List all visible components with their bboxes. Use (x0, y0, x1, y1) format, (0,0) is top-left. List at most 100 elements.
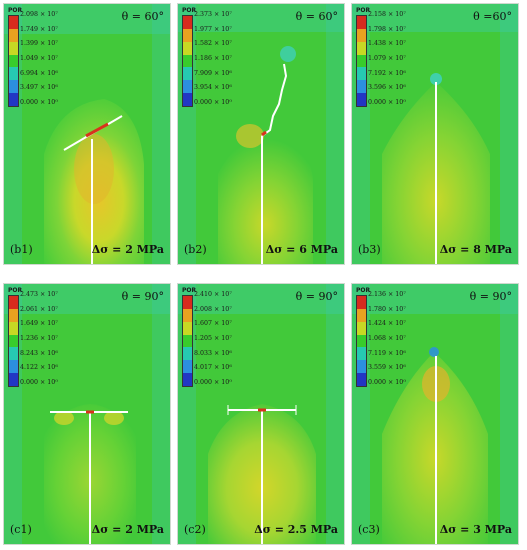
legend-swatch (183, 360, 192, 374)
legend-swatch (357, 296, 366, 309)
legend-ticks: 2.473 × 10⁷ 2.061 × 10⁷ 1.649 × 10⁷ 1.23… (20, 291, 58, 394)
legend-tick: 2.473 × 10⁷ (20, 291, 58, 298)
pore-pressure-field (352, 4, 518, 264)
legend-tick: 2.061 × 10⁷ (20, 305, 58, 313)
panel-label: (b1) (10, 243, 33, 256)
legend-tick: 1.649 × 10⁷ (20, 320, 58, 328)
legend-color-bar (8, 15, 19, 107)
legend-tick: 4.017 × 10⁶ (194, 364, 232, 372)
legend-title: POR (182, 287, 197, 294)
legend-tick: 8.243 × 10⁶ (20, 349, 58, 357)
legend-swatch (357, 67, 366, 81)
legend-title: POR (182, 7, 197, 14)
legend-color-bar (8, 295, 19, 387)
legend-tick: 1.582 × 10⁷ (194, 40, 232, 48)
legend-tick: 3.559 × 10⁶ (368, 364, 406, 372)
legend-tick: 1.079 × 10⁷ (368, 55, 406, 63)
legend-ticks: 2.136 × 10⁷ 1.780 × 10⁷ 1.424 × 10⁷ 1.06… (368, 291, 406, 394)
legend-tick: 1.068 × 10⁷ (368, 335, 406, 343)
legend-tick: 1.186 × 10⁷ (194, 55, 232, 63)
legend-tick: 2.373 × 10⁷ (194, 11, 232, 18)
legend-tick: 1.424 × 10⁷ (368, 320, 406, 328)
legend-swatch (9, 373, 18, 386)
panel-b2: POR 2.373 × 10⁷ 1.977 × 10⁷ 1.582 × 10⁷ … (178, 4, 344, 264)
legend-swatch (183, 16, 192, 29)
stress-label: Δσ = 2 MPa (91, 523, 164, 536)
legend-tick: 3.497 × 10⁶ (20, 84, 58, 92)
legend-swatch (183, 28, 192, 42)
legend-swatch (183, 373, 192, 386)
legend-swatch (9, 54, 18, 68)
angle-label: θ = 60° (121, 10, 164, 23)
panel-label: (c3) (358, 523, 380, 536)
legend-tick: 2.008 × 10⁷ (194, 305, 232, 313)
legend-tick: 7.119 × 10⁶ (368, 349, 406, 357)
panel-label: (c1) (10, 523, 32, 536)
legend-tick: 3.596 × 10⁶ (368, 84, 406, 92)
legend-swatch (357, 334, 366, 348)
legend-tick: 1.399 × 10⁷ (20, 40, 58, 48)
legend-swatch (183, 54, 192, 68)
legend-ticks: 2.410 × 10⁷ 2.008 × 10⁷ 1.607 × 10⁷ 1.20… (194, 291, 232, 394)
legend-swatch (183, 308, 192, 322)
legend-swatch (357, 308, 366, 322)
legend-tick: 0.000 × 10⁰ (20, 99, 58, 107)
legend-swatch (357, 373, 366, 386)
legend-color-bar (182, 295, 193, 387)
legend-tick: 0.000 × 10⁰ (194, 99, 232, 107)
angle-label: θ = 90° (295, 290, 338, 303)
legend-tick: 0.000 × 10⁰ (194, 379, 232, 387)
legend-ticks: 2.098 × 10⁷ 1.749 × 10⁷ 1.399 × 10⁷ 1.04… (20, 11, 58, 114)
legend-swatch (9, 296, 18, 309)
legend-swatch (357, 16, 366, 29)
legend-swatch (183, 67, 192, 81)
legend-tick: 2.136 × 10⁷ (368, 291, 406, 298)
legend-title: POR (8, 7, 23, 14)
color-legend: POR 2.136 × 10⁷ 1.780 × 10⁷ 1.424 × 10⁷ … (356, 287, 434, 389)
legend-tick: 0.000 × 10⁰ (368, 379, 406, 387)
legend-tick: 2.410 × 10⁷ (194, 291, 232, 298)
stress-label: Δσ = 2 MPa (91, 243, 164, 256)
color-legend: POR 2.373 × 10⁷ 1.977 × 10⁷ 1.582 × 10⁷ … (182, 7, 260, 109)
legend-ticks: 2.158 × 10⁷ 1.798 × 10⁷ 1.438 × 10⁷ 1.07… (368, 11, 406, 114)
stress-label: Δσ = 6 MPa (265, 243, 338, 256)
stress-label: Δσ = 8 MPa (439, 243, 512, 256)
panel-b3: POR 2.158 × 10⁷ 1.798 × 10⁷ 1.438 × 10⁷ … (352, 4, 518, 264)
legend-swatch (9, 321, 18, 335)
pore-pressure-field (4, 4, 170, 264)
stress-label: Δσ = 2.5 MPa (254, 523, 338, 536)
legend-swatch (183, 296, 192, 309)
color-legend: POR 2.158 × 10⁷ 1.798 × 10⁷ 1.438 × 10⁷ … (356, 7, 434, 109)
legend-title: POR (8, 287, 23, 294)
legend-color-bar (356, 295, 367, 387)
color-legend: POR 2.410 × 10⁷ 2.008 × 10⁷ 1.607 × 10⁷ … (182, 287, 260, 389)
legend-tick: 1.798 × 10⁷ (368, 25, 406, 33)
stress-label: Δσ = 3 MPa (439, 523, 512, 536)
legend-swatch (357, 28, 366, 42)
pore-pressure-field (352, 284, 518, 544)
legend-tick: 0.000 × 10⁰ (368, 99, 406, 107)
legend-tick: 1.780 × 10⁷ (368, 305, 406, 313)
legend-swatch (357, 54, 366, 68)
angle-label: θ = 90° (121, 290, 164, 303)
legend-swatch (9, 80, 18, 94)
legend-swatch (9, 67, 18, 81)
legend-tick: 1.049 × 10⁷ (20, 55, 58, 63)
legend-tick: 7.909 × 10⁶ (194, 69, 232, 77)
panel-b1: POR 2.098 × 10⁷ 1.749 × 10⁷ 1.399 × 10⁷ … (4, 4, 170, 264)
legend-swatch (9, 347, 18, 361)
legend-tick: 1.438 × 10⁷ (368, 40, 406, 48)
angle-label: θ = 90° (469, 290, 512, 303)
legend-ticks: 2.373 × 10⁷ 1.977 × 10⁷ 1.582 × 10⁷ 1.18… (194, 11, 232, 114)
panel-c1: POR 2.473 × 10⁷ 2.061 × 10⁷ 1.649 × 10⁷ … (4, 284, 170, 544)
legend-tick: 6.994 × 10⁶ (20, 69, 58, 77)
legend-tick: 1.977 × 10⁷ (194, 25, 232, 33)
legend-swatch (9, 16, 18, 29)
legend-tick: 1.607 × 10⁷ (194, 320, 232, 328)
legend-tick: 8.033 × 10⁶ (194, 349, 232, 357)
panel-label: (b3) (358, 243, 381, 256)
legend-swatch (183, 334, 192, 348)
legend-title: POR (356, 7, 371, 14)
legend-tick: 1.236 × 10⁷ (20, 335, 58, 343)
panel-label: (b2) (184, 243, 207, 256)
